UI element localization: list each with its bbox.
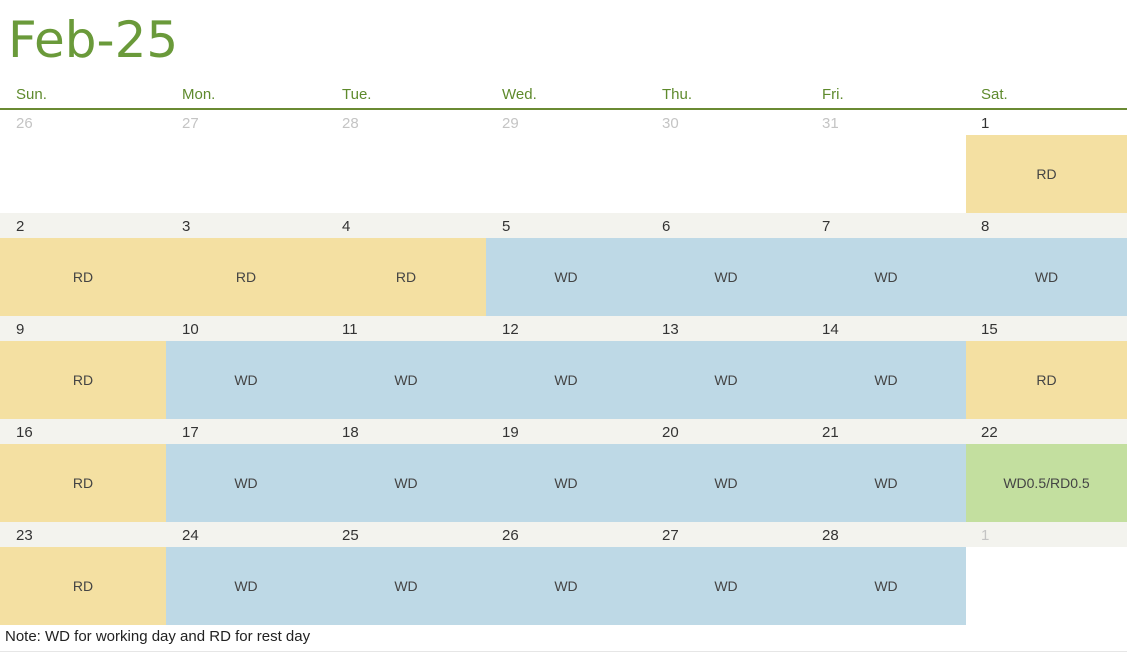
day-status-cell: WD [326,341,486,419]
day-status-cell: RD [966,135,1127,213]
calendar-week: 23 RD 24 WD 25 WD 26 WD 27 WD 28 WD 1 [0,522,1127,625]
weekday-tue: Tue. [342,86,372,103]
month-title: Feb-25 [8,11,179,69]
week-date-band [0,419,1127,444]
day-number: 28 [342,115,359,132]
day-number: 12 [502,321,519,338]
day-status-cell: WD0.5/RD0.5 [966,444,1127,522]
day-number: 2 [16,218,25,235]
calendar-week: 9 RD 10 WD 11 WD 12 WD 13 WD 14 WD 15 RD [0,316,1127,419]
day-number: 18 [342,424,359,441]
day-status-cell: WD [806,341,966,419]
day-status-cell: WD [806,444,966,522]
day-status-cell: RD [0,341,166,419]
day-number: 24 [182,527,199,544]
week-date-band [0,316,1127,341]
day-number: 7 [822,218,831,235]
day-status-cell: WD [326,547,486,625]
calendar-week: 26 27 28 29 30 31 1 RD [0,110,1127,213]
day-number: 30 [662,115,679,132]
day-status-cell: WD [486,238,646,316]
day-number: 13 [662,321,679,338]
day-status-cell: WD [806,547,966,625]
weekday-sat: Sat. [981,86,1008,103]
legend-note: Note: WD for working day and RD for rest… [5,628,311,645]
calendar-week: 16 RD 17 WD 18 WD 19 WD 20 WD 21 WD 22 WD0.5/RD0.5 [0,419,1127,522]
day-status-cell: WD [646,547,806,625]
day-status-cell: WD [326,444,486,522]
day-number: 5 [502,218,511,235]
week-date-band [0,522,1127,547]
day-status-cell: RD [166,238,326,316]
day-number: 29 [502,115,519,132]
day-status-cell: RD [0,444,166,522]
day-number: 1 [981,115,990,132]
day-number: 16 [16,424,33,441]
day-number: 23 [16,527,33,544]
day-number: 9 [16,321,25,338]
day-status-cell: WD [646,444,806,522]
weekday-sun: Sun. [16,86,47,103]
day-number: 26 [502,527,519,544]
day-status-cell: WD [486,547,646,625]
day-number: 21 [822,424,839,441]
day-status-cell: WD [646,341,806,419]
calendar-week: 2 RD 3 RD 4 RD 5 WD 6 WD 7 WD 8 WD [0,213,1127,316]
day-number: 19 [502,424,519,441]
day-number: 28 [822,527,839,544]
day-status-cell: WD [166,444,326,522]
day-number: 10 [182,321,199,338]
day-status-cell: WD [966,238,1127,316]
day-number: 25 [342,527,359,544]
day-number: 4 [342,218,351,235]
day-number: 8 [981,218,990,235]
day-status-cell: RD [326,238,486,316]
weekday-thu: Thu. [662,86,693,103]
day-number: 15 [981,321,998,338]
day-number: 22 [981,424,998,441]
day-number: 17 [182,424,199,441]
day-number: 27 [182,115,199,132]
week-date-band [0,213,1127,238]
day-number: 26 [16,115,33,132]
day-number: 20 [662,424,679,441]
day-status-cell: WD [166,341,326,419]
day-status-cell: RD [966,341,1127,419]
day-number: 31 [822,115,839,132]
week-date-band [0,110,1127,135]
weekday-mon: Mon. [182,86,216,103]
day-status-cell: RD [0,238,166,316]
weekday-fri: Fri. [822,86,844,103]
day-number: 6 [662,218,671,235]
weekday-header: Sun. Mon. Tue. Wed. Thu. Fri. Sat. [0,84,1127,110]
day-number: 14 [822,321,839,338]
day-status-cell: WD [646,238,806,316]
bottom-divider [0,651,1127,652]
day-number: 27 [662,527,679,544]
day-number: 1 [981,527,990,544]
day-number: 3 [182,218,191,235]
day-status-cell: WD [486,444,646,522]
day-status-cell: WD [166,547,326,625]
day-status-cell: WD [806,238,966,316]
weekday-wed: Wed. [502,86,537,103]
day-number: 11 [342,321,358,338]
day-status-cell: WD [486,341,646,419]
day-status-cell: RD [0,547,166,625]
